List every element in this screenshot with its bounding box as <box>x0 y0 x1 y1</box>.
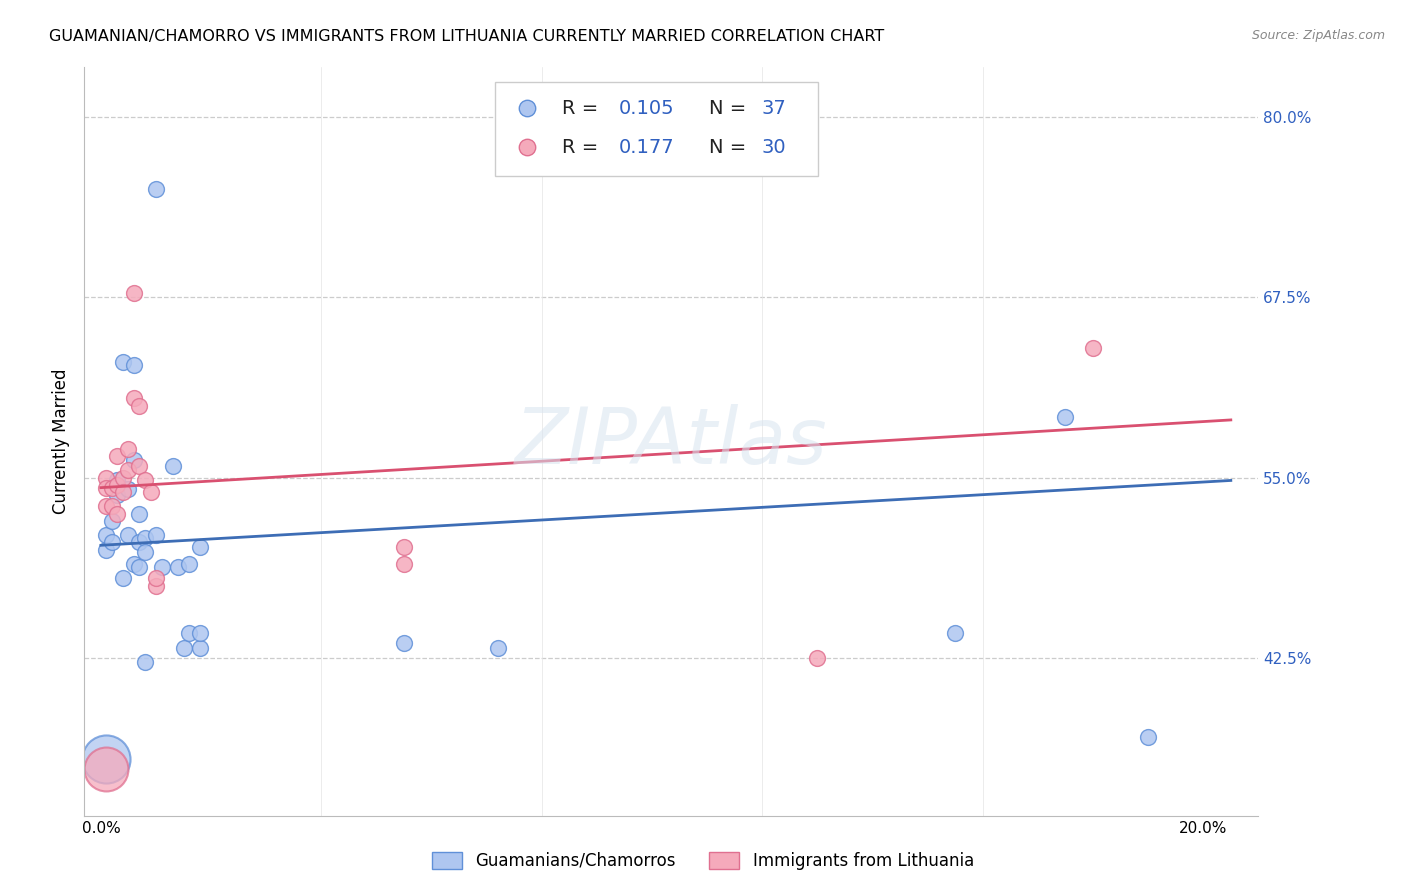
Point <box>107 477 129 491</box>
Point <box>167 560 190 574</box>
Point <box>111 571 134 585</box>
Point <box>107 449 129 463</box>
Text: 0.177: 0.177 <box>619 137 673 157</box>
Point <box>150 560 173 574</box>
Point <box>96 481 118 495</box>
Point <box>134 474 156 488</box>
Text: N =: N = <box>709 99 752 118</box>
Point <box>111 470 134 484</box>
Point <box>101 514 124 528</box>
Legend: Guamanians/Chamorros, Immigrants from Lithuania: Guamanians/Chamorros, Immigrants from Li… <box>426 845 980 877</box>
Point <box>96 751 118 765</box>
Point <box>134 655 156 669</box>
Point <box>122 453 145 467</box>
Point <box>128 560 150 574</box>
Text: GUAMANIAN/CHAMORRO VS IMMIGRANTS FROM LITHUANIA CURRENTLY MARRIED CORRELATION CH: GUAMANIAN/CHAMORRO VS IMMIGRANTS FROM LI… <box>49 29 884 44</box>
Point <box>117 442 139 456</box>
Text: ZIPAtlas: ZIPAtlas <box>515 403 828 480</box>
Point <box>101 481 124 495</box>
Point <box>96 542 118 557</box>
Point <box>122 286 145 301</box>
Point <box>101 500 124 514</box>
Point <box>134 545 156 559</box>
Point <box>107 474 129 488</box>
Point <box>117 463 139 477</box>
Point <box>392 636 415 650</box>
Point <box>1081 341 1104 355</box>
Point <box>188 540 211 554</box>
Point <box>145 579 167 593</box>
Point <box>122 392 145 406</box>
Y-axis label: Currently Married: Currently Married <box>52 368 70 515</box>
Text: Source: ZipAtlas.com: Source: ZipAtlas.com <box>1251 29 1385 42</box>
Point <box>177 557 200 571</box>
Point <box>177 626 200 640</box>
Text: R =: R = <box>562 137 605 157</box>
Point <box>107 507 129 521</box>
Text: 30: 30 <box>762 137 786 157</box>
Point <box>96 762 118 776</box>
Point <box>145 571 167 585</box>
Point <box>134 531 156 545</box>
Point <box>128 399 150 413</box>
Point <box>188 640 211 655</box>
Point <box>145 528 167 542</box>
Point <box>162 458 184 473</box>
Point <box>173 640 195 655</box>
Point <box>128 507 150 521</box>
Point <box>122 358 145 372</box>
Point <box>1054 410 1077 425</box>
FancyBboxPatch shape <box>495 82 818 176</box>
Point <box>128 458 150 473</box>
Point <box>806 650 828 665</box>
Point <box>486 640 509 655</box>
Point <box>111 355 134 369</box>
Text: N =: N = <box>709 137 752 157</box>
Point <box>96 470 118 484</box>
Point <box>101 535 124 549</box>
Point <box>96 500 118 514</box>
Point <box>128 535 150 549</box>
Point <box>117 528 139 542</box>
Text: R =: R = <box>562 99 605 118</box>
Text: 37: 37 <box>762 99 786 118</box>
Point <box>392 540 415 554</box>
Point <box>96 528 118 542</box>
Point <box>107 488 129 502</box>
Point <box>139 485 162 500</box>
Point <box>145 182 167 196</box>
Point <box>117 482 139 496</box>
Point <box>122 557 145 571</box>
Point <box>392 557 415 571</box>
Point <box>188 626 211 640</box>
Point <box>111 485 134 500</box>
Point <box>1137 730 1160 744</box>
Point <box>943 626 966 640</box>
Text: 0.105: 0.105 <box>619 99 673 118</box>
